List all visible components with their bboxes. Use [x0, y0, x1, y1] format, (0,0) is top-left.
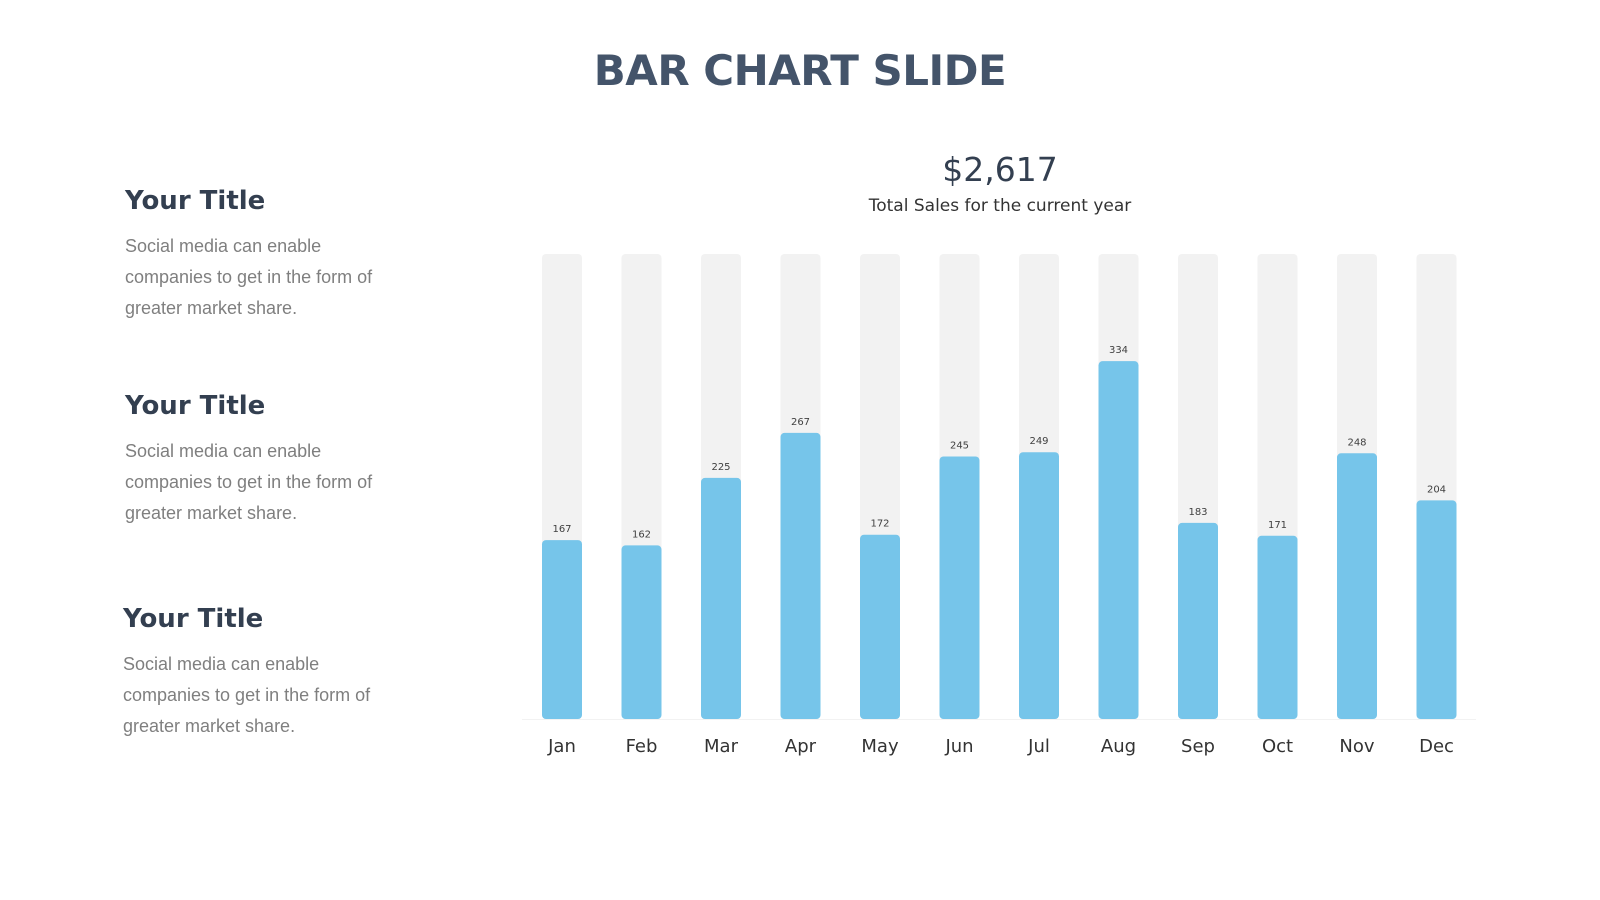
data-label-feb: 162	[632, 529, 651, 540]
total-sales-value: $2,617	[942, 150, 1058, 189]
x-tick-oct: Oct	[1262, 736, 1293, 757]
x-tick-may: May	[861, 736, 899, 757]
info-block-1: Your Title Social media can enable compa…	[125, 185, 405, 324]
info-block-title: Your Title	[125, 391, 266, 421]
bar-feb	[621, 545, 662, 719]
bar-aug	[1098, 361, 1139, 719]
bar-oct	[1257, 535, 1298, 719]
info-block-text: Social media can enable companies to get…	[125, 441, 373, 523]
total-sales-label: Total Sales for the current year	[868, 196, 1132, 216]
x-tick-aug: Aug	[1101, 736, 1136, 757]
data-label-apr: 267	[791, 417, 810, 428]
bar-apr	[780, 432, 821, 719]
x-tick-mar: Mar	[704, 736, 739, 757]
bar-jan	[542, 540, 582, 719]
info-block-text: Social media can enable companies to get…	[123, 654, 371, 736]
x-tick-jan: Jan	[547, 736, 576, 757]
x-tick-sep: Sep	[1181, 736, 1215, 757]
bar-jun	[939, 456, 980, 719]
x-tick-apr: Apr	[785, 736, 817, 757]
x-tick-jun: Jun	[944, 736, 973, 757]
data-label-nov: 248	[1347, 437, 1366, 448]
info-block-3: Your Title Social media can enable compa…	[123, 603, 403, 742]
slide-title: BAR CHART SLIDE	[593, 46, 1007, 95]
info-block-text: Social media can enable companies to get…	[125, 236, 373, 318]
bar-sep	[1178, 522, 1218, 719]
data-label-jan: 167	[552, 524, 571, 535]
data-label-may: 172	[870, 519, 889, 530]
bar-nov	[1337, 453, 1377, 719]
bar-jul	[1019, 452, 1059, 719]
x-tick-jul: Jul	[1027, 736, 1050, 757]
bar-dec	[1416, 500, 1457, 719]
x-tick-feb: Feb	[626, 736, 658, 757]
data-label-aug: 334	[1109, 345, 1128, 356]
data-label-dec: 204	[1427, 484, 1446, 495]
data-label-oct: 171	[1268, 520, 1287, 531]
data-label-jun: 245	[950, 441, 969, 452]
x-tick-dec: Dec	[1419, 736, 1454, 757]
info-block-title: Your Title	[123, 604, 264, 634]
bar-mar	[701, 477, 741, 719]
bar-may	[860, 534, 900, 719]
data-label-mar: 225	[711, 462, 730, 473]
data-label-sep: 183	[1188, 507, 1207, 518]
data-label-jul: 249	[1029, 436, 1048, 447]
info-block-title: Your Title	[125, 186, 266, 216]
info-block-2: Your Title Social media can enable compa…	[125, 390, 405, 529]
x-tick-nov: Nov	[1339, 736, 1374, 757]
